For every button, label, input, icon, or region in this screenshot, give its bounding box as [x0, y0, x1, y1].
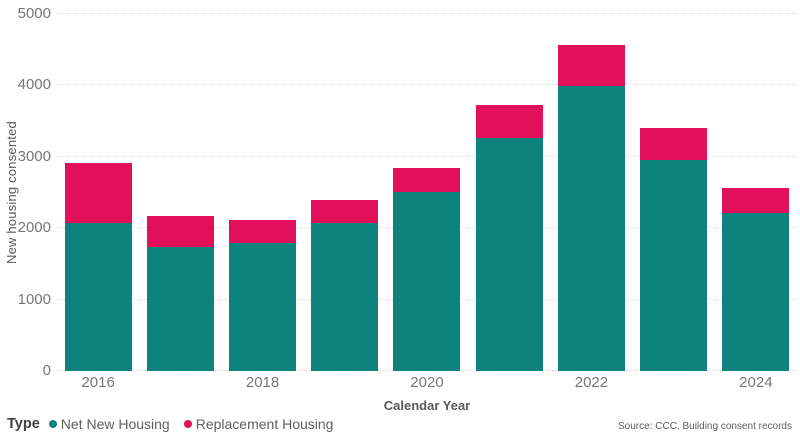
x-tick-label-2024: 2024 — [739, 374, 773, 391]
x-axis-tick-labels: 2016 2018 2020 2022 2024 — [57, 374, 797, 391]
y-tick-label-1000: 1000 — [17, 290, 51, 308]
gridline-3000 — [57, 155, 797, 157]
bars-container — [57, 14, 797, 371]
stacked-bar-2019[interactable] — [311, 200, 379, 371]
bar-segment-net-new-housing-2024[interactable] — [722, 212, 790, 371]
y-tick-label-5000: 5000 — [17, 5, 51, 22]
bar-segment-net-new-housing-2018[interactable] — [229, 243, 297, 371]
y-tick-label-2000: 2000 — [17, 219, 51, 237]
bar-segment-net-new-housing-2016[interactable] — [64, 222, 132, 371]
bar-segment-replacement-housing-2019[interactable] — [311, 200, 379, 224]
y-tick-label-4000: 4000 — [17, 76, 51, 94]
y-tick-label-0: 0 — [42, 362, 51, 379]
x-tick-empty — [304, 374, 386, 391]
legend-dot-net-new-housing — [48, 420, 57, 428]
x-tick-label-2022: 2022 — [574, 374, 609, 391]
bar-slot-2023 — [633, 14, 715, 371]
y-axis-tick-labels: 0 1000 2000 3000 4000 5000 — [0, 5, 51, 379]
bar-segment-replacement-housing-2022[interactable] — [557, 45, 625, 87]
x-tick-label-2018: 2018 — [245, 374, 280, 391]
stacked-bar-2020[interactable] — [393, 167, 461, 371]
bar-segment-replacement-housing-2018[interactable] — [229, 220, 297, 244]
bar-segment-replacement-housing-2017[interactable] — [146, 216, 214, 247]
bar-slot-2018 — [221, 14, 303, 371]
bar-segment-net-new-housing-2021[interactable] — [475, 138, 543, 371]
bar-slot-2022 — [550, 14, 632, 371]
x-tick-label-2016: 2016 — [81, 374, 115, 391]
y-tick-label-3000: 3000 — [17, 147, 51, 165]
bar-segment-replacement-housing-2023[interactable] — [640, 127, 708, 160]
x-tick-label-2020: 2020 — [410, 374, 444, 391]
bar-slot-2020 — [386, 14, 468, 371]
bar-slot-2017 — [139, 14, 221, 371]
legend-item-net-new-housing[interactable]: Net New Housing — [48, 416, 170, 432]
bar-segment-replacement-housing-2021[interactable] — [475, 104, 543, 139]
plot-area — [57, 13, 797, 371]
legend-dot-replacement-housing — [183, 420, 192, 428]
x-tick-empty — [468, 374, 550, 391]
bar-segment-net-new-housing-2017[interactable] — [146, 246, 214, 371]
stacked-bar-2017[interactable] — [146, 216, 214, 371]
stacked-bar-2018[interactable] — [229, 220, 297, 371]
bar-segment-net-new-housing-2023[interactable] — [640, 159, 708, 371]
stacked-bar-2022[interactable] — [557, 45, 625, 371]
bar-segment-replacement-housing-2024[interactable] — [722, 188, 790, 213]
bar-segment-net-new-housing-2020[interactable] — [393, 191, 461, 371]
source-note: Source: CCC, Building consent records — [618, 421, 792, 432]
stacked-bar-2021[interactable] — [475, 104, 543, 371]
stacked-bar-2024[interactable] — [722, 188, 790, 371]
legend-title: Type — [7, 416, 40, 432]
x-tick-empty — [139, 374, 221, 391]
gridline-5000 — [57, 13, 797, 14]
stacked-bar-2016[interactable] — [64, 162, 132, 371]
bar-slot-2016 — [57, 14, 139, 371]
bar-segment-net-new-housing-2022[interactable] — [557, 86, 625, 371]
legend-items: Net New Housing Replacement Housing — [48, 416, 348, 432]
legend: Type Net New Housing Replacement Housing — [7, 413, 347, 435]
legend-item-label: Net New Housing — [60, 416, 170, 432]
bar-slot-2021 — [468, 14, 550, 371]
gridline-4000 — [57, 84, 797, 86]
stacked-bar-2023[interactable] — [640, 127, 708, 371]
bar-segment-replacement-housing-2020[interactable] — [393, 167, 461, 192]
legend-item-replacement-housing[interactable]: Replacement Housing — [183, 416, 334, 432]
x-axis-title: Calendar Year — [383, 398, 471, 413]
legend-item-label: Replacement Housing — [195, 416, 334, 432]
bar-segment-replacement-housing-2016[interactable] — [64, 162, 132, 223]
bar-segment-net-new-housing-2019[interactable] — [311, 223, 379, 371]
bar-slot-2024 — [715, 14, 797, 371]
x-tick-empty — [633, 374, 715, 391]
bar-slot-2019 — [304, 14, 386, 371]
